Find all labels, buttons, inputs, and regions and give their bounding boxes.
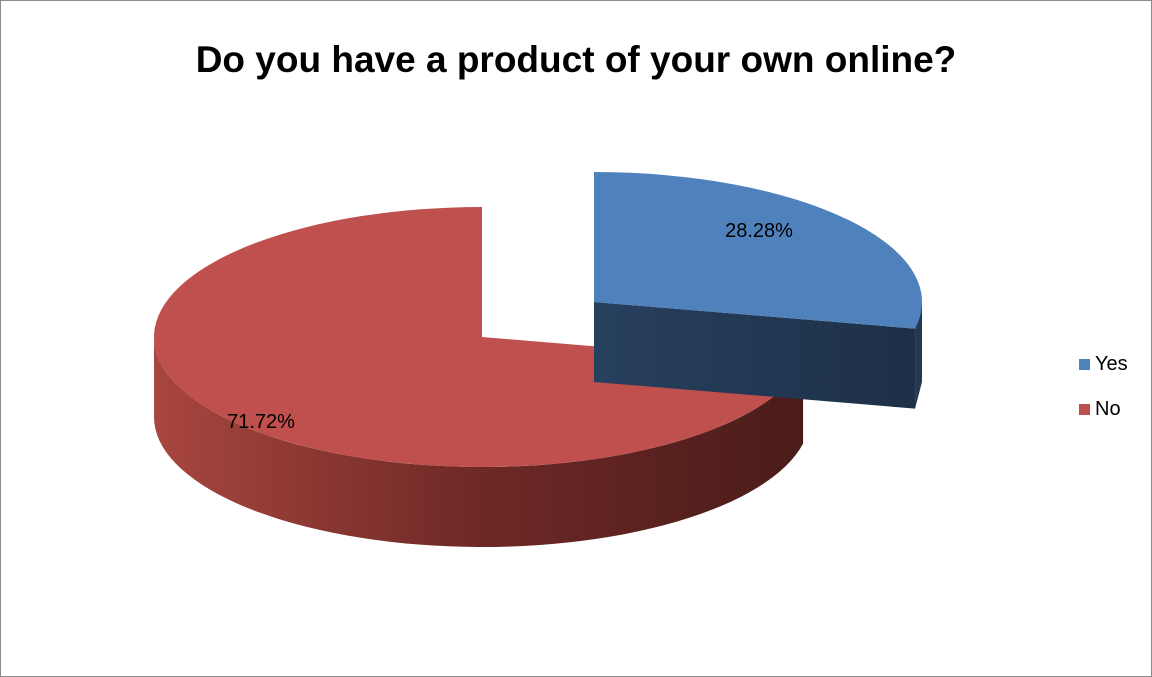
legend-item-yes: Yes xyxy=(1079,349,1128,379)
slice-wall-yes xyxy=(594,302,916,409)
chart-title: Do you have a product of your own online… xyxy=(195,39,957,80)
legend-swatch-yes xyxy=(1079,358,1090,370)
legend-label-yes: Yes xyxy=(1095,352,1128,375)
legend: Yes No xyxy=(1079,349,1128,439)
legend-label-no: No xyxy=(1095,397,1121,420)
legend-item-no: No xyxy=(1079,394,1128,424)
slice-yes xyxy=(594,172,922,329)
data-label-yes: 28.28% xyxy=(725,220,793,242)
slice-side-yes xyxy=(915,302,922,409)
slice-side-no xyxy=(154,337,804,548)
legend-swatch-no xyxy=(1079,403,1090,415)
data-label-no: 71.72% xyxy=(227,411,295,433)
slice-no xyxy=(153,207,804,467)
